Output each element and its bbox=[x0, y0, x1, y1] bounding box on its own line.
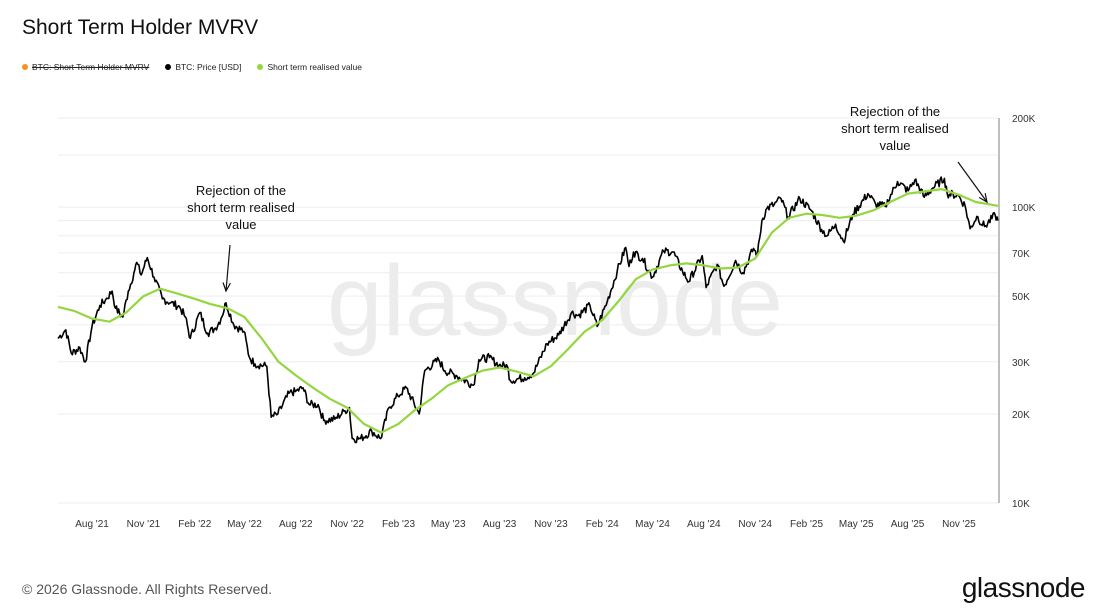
series-line-sth-realised-value bbox=[57, 188, 999, 434]
series-group bbox=[57, 176, 999, 444]
x-tick-label: Nov '24 bbox=[738, 519, 772, 530]
watermark: glassnode bbox=[327, 245, 783, 357]
series-line-btc-price bbox=[57, 176, 999, 444]
x-tick-label: May '25 bbox=[839, 519, 874, 530]
y-tick-label: 20K bbox=[1012, 410, 1030, 421]
legend-dot-icon bbox=[165, 64, 172, 70]
x-tick-label: Nov '21 bbox=[127, 519, 161, 530]
legend-dot-icon bbox=[257, 64, 264, 70]
x-tick-label: Feb '24 bbox=[586, 519, 619, 530]
x-tick-label: Aug '24 bbox=[687, 519, 721, 530]
annotation-arrowhead-icon bbox=[978, 193, 988, 204]
y-tick-label: 10K bbox=[1012, 499, 1030, 510]
legend-item-btc-price[interactable]: BTC: Price [USD] bbox=[165, 62, 241, 72]
legend-label: BTC: Price [USD] bbox=[175, 62, 242, 72]
legend: BTC: Short Term Holder MVRV BTC: Price [… bbox=[22, 62, 362, 72]
legend-item-sth-mvrv[interactable]: BTC: Short Term Holder MVRV bbox=[22, 62, 149, 72]
annotation-text: Rejection of the bbox=[850, 104, 940, 119]
annotation-text: Rejection of the bbox=[196, 183, 286, 198]
x-tick-label: Nov '23 bbox=[534, 519, 568, 530]
x-tick-label: Nov '25 bbox=[942, 519, 976, 530]
annotation-arrowhead-icon bbox=[222, 282, 231, 293]
y-tick-label: 200K bbox=[1012, 114, 1036, 125]
x-axis: Aug '21 Nov '21 Feb '22 May '22 Aug '22 Nov '… bbox=[75, 519, 976, 530]
y-tick-label: 30K bbox=[1012, 358, 1030, 369]
annotation: Rejection of the short term realised value bbox=[187, 183, 295, 293]
y-tick-label: 50K bbox=[1012, 292, 1030, 303]
y-tick-label: 70K bbox=[1012, 249, 1030, 260]
y-axis: 200K 100K 70K 50K 30K 20K 10K bbox=[1012, 114, 1036, 510]
x-tick-label: Aug '22 bbox=[279, 519, 313, 530]
x-tick-label: May '22 bbox=[227, 519, 262, 530]
annotation-text: short term realised bbox=[187, 200, 295, 215]
annotation-text: short term realised bbox=[841, 121, 949, 136]
legend-dot-icon bbox=[22, 64, 28, 70]
annotation: Rejection of the short term realised value bbox=[841, 104, 988, 204]
x-tick-label: May '23 bbox=[431, 519, 466, 530]
x-tick-label: May '24 bbox=[635, 519, 670, 530]
y-tick-label: 100K bbox=[1012, 203, 1036, 214]
copyright: © 2026 Glassnode. All Rights Reserved. bbox=[22, 581, 273, 597]
glassnode-logo[interactable]: glassnode bbox=[961, 572, 1086, 603]
annotation-text: value bbox=[225, 217, 256, 232]
legend-label: BTC: Short Term Holder MVRV bbox=[32, 62, 150, 72]
annotations: Rejection of the short term realised value… bbox=[187, 104, 988, 293]
legend-label: Short term realised value bbox=[267, 62, 362, 72]
x-tick-label: Nov '22 bbox=[330, 519, 364, 530]
x-tick-label: Aug '21 bbox=[75, 519, 109, 530]
x-tick-label: Aug '23 bbox=[483, 519, 517, 530]
chart-title: Short Term Holder MVRV bbox=[22, 16, 259, 39]
annotation-text: value bbox=[879, 138, 910, 153]
legend-item-sth-realised-value[interactable]: Short term realised value bbox=[257, 62, 362, 72]
annotation-arrow-line bbox=[225, 244, 231, 292]
x-tick-label: Feb '23 bbox=[382, 519, 415, 530]
x-tick-label: Feb '25 bbox=[790, 519, 823, 530]
gridlines bbox=[58, 117, 998, 504]
annotation-arrow-line bbox=[957, 161, 988, 203]
x-tick-label: Feb '22 bbox=[178, 519, 211, 530]
x-tick-label: Aug '25 bbox=[891, 519, 925, 530]
